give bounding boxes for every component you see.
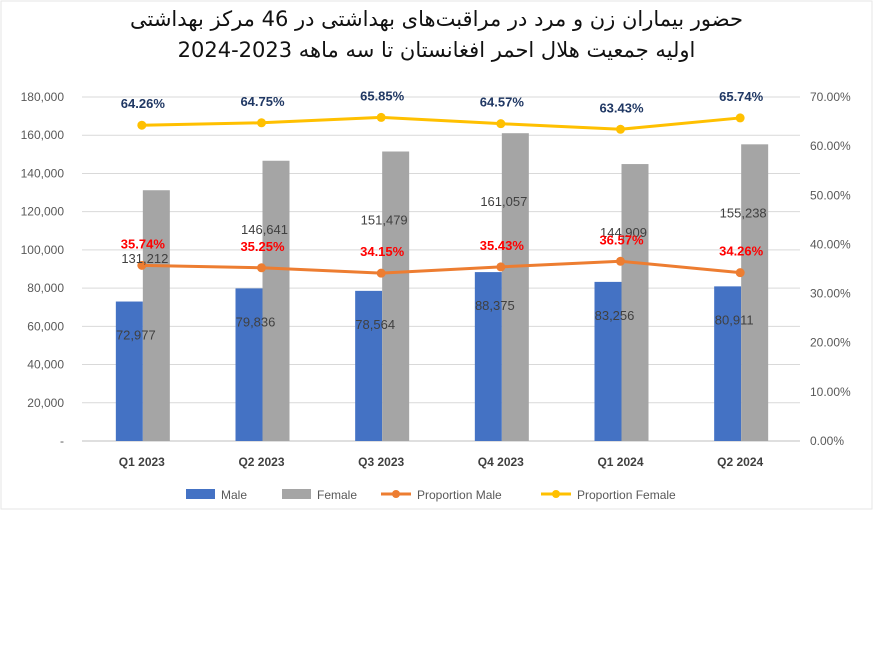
- left-axis-tick-label: 160,000: [21, 128, 65, 142]
- line-point: [257, 118, 266, 128]
- line-value-label: 35.74%: [121, 236, 166, 251]
- left-axis-tick-label: 40,000: [27, 358, 64, 372]
- bar-value-label: 78,564: [355, 317, 395, 332]
- grid-lines: [82, 96, 800, 442]
- right-axis-tick-label: 0.00%: [810, 434, 844, 448]
- bar-male: [474, 272, 502, 441]
- right-axis-tick-label: 40.00%: [810, 237, 851, 251]
- line-value-label: 35.43%: [480, 238, 525, 253]
- line-point: [735, 113, 745, 123]
- right-axis-tick-label: 20.00%: [810, 336, 851, 350]
- x-axis: Q1 2023 Q2 2023 Q3 2023 Q4 2023 Q1 2024 Q2 20…: [119, 455, 764, 469]
- line-point: [496, 262, 506, 272]
- legend-marker: [392, 490, 400, 498]
- right-axis-tick-label: 70.00%: [810, 90, 851, 104]
- line-point: [376, 112, 386, 122]
- bar-female: [262, 160, 290, 442]
- bar-value-label: 155,238: [720, 205, 767, 220]
- chart-subtitle: اولیه جمعیت هلال احمر افغانستان تا سه ما…: [177, 38, 696, 62]
- line-value-label: 35.25%: [240, 239, 285, 254]
- bar-male: [594, 281, 622, 441]
- bar-female: [621, 164, 649, 441]
- bar-value-label: 151,479: [361, 213, 408, 228]
- bar-value-label: 88,375: [475, 298, 515, 313]
- bar-value-label: 131,212: [121, 251, 168, 266]
- right-axis-tick-label: 10.00%: [810, 385, 851, 399]
- bar-value-label: 79,836: [236, 314, 276, 329]
- bar-male: [115, 301, 143, 441]
- line-value-label: 65.85%: [360, 88, 405, 103]
- line-point: [137, 260, 147, 270]
- line-point: [616, 124, 625, 134]
- line-value-label: 63.43%: [599, 100, 644, 115]
- right-axis-tick-label: 50.00%: [810, 188, 851, 202]
- left-axis-tick-label: 60,000: [27, 319, 64, 333]
- bar-value-label: 161,057: [480, 194, 527, 209]
- bar-value-label: 72,977: [116, 328, 156, 343]
- bar-value-label: 144,909: [600, 225, 647, 240]
- data-labels: 72,977 79,836 78,564 88,375 83,256 80,911 131,…: [116, 88, 767, 342]
- bars: [115, 133, 769, 442]
- left-axis-tick-label: 100,000: [21, 243, 65, 257]
- legend-swatch: [186, 489, 215, 499]
- line-value-label: 65.74%: [719, 89, 764, 104]
- line-value-label: 64.75%: [240, 94, 285, 109]
- x-axis-tick-label: Q1 2024: [597, 455, 643, 469]
- left-axis-tick-label: 140,000: [21, 166, 65, 180]
- legend-marker: [552, 490, 560, 498]
- legend-label: Proportion Female: [577, 488, 676, 502]
- left-axis-tick-label: 20,000: [27, 396, 64, 410]
- legend-label: Male: [221, 488, 247, 502]
- x-axis-tick-label: Q3 2023: [358, 455, 404, 469]
- right-axis: 0.00% 10.00% 20.00% 30.00% 40.00% 50.00% 60.00…: [810, 90, 851, 448]
- left-axis-tick-label: 180,000: [21, 90, 65, 104]
- lines: [137, 112, 745, 278]
- line-value-label: 64.57%: [480, 95, 525, 110]
- legend: Male Female Proportion Male Proportion Fema…: [186, 488, 676, 502]
- bar-female: [382, 151, 410, 441]
- x-axis-tick-label: Q2 2023: [238, 455, 284, 469]
- bar-value-label: 80,911: [715, 312, 754, 327]
- legend-label: Proportion Male: [417, 488, 502, 502]
- bar-value-label: 146,641: [241, 222, 288, 237]
- chart-title-block: حضور بیماران زن و مرد در مراقبت‌های بهدا…: [0, 4, 873, 66]
- line-point: [616, 256, 625, 266]
- line-value-label: 36.57%: [599, 232, 644, 247]
- bar-female: [142, 190, 170, 441]
- right-axis-tick-label: 60.00%: [810, 139, 851, 153]
- line-point: [376, 268, 386, 278]
- line-point: [257, 263, 266, 273]
- line-point: [137, 120, 147, 130]
- bar-male: [355, 290, 383, 441]
- right-axis-tick-label: 30.00%: [810, 287, 851, 301]
- x-axis-tick-label: Q1 2023: [119, 455, 165, 469]
- line-proportion-female: [141, 115, 741, 131]
- bar-value-label: 83,256: [595, 308, 635, 323]
- legend-label: Female: [317, 488, 357, 502]
- left-axis: - 20,000 40,000 60,000 80,000 100,000 120,000 1…: [21, 90, 65, 448]
- bar-male: [235, 288, 263, 441]
- line-proportion-male: [141, 259, 741, 275]
- line-point: [496, 119, 506, 129]
- line-point: [735, 268, 745, 278]
- left-axis-tick-label: 120,000: [21, 205, 65, 219]
- left-axis-tick-label: -: [60, 434, 64, 448]
- bar-male: [714, 286, 742, 441]
- x-axis-tick-label: Q4 2023: [478, 455, 524, 469]
- bar-female: [501, 133, 529, 441]
- x-axis-tick-label: Q2 2024: [717, 455, 763, 469]
- line-value-label: 64.26%: [121, 96, 166, 111]
- bar-female: [741, 144, 769, 441]
- legend-swatch: [282, 489, 311, 499]
- left-axis-tick-label: 80,000: [27, 281, 64, 295]
- chart-frame: [0, 0, 873, 510]
- chart-title: حضور بیماران زن و مرد در مراقبت‌های بهدا…: [130, 7, 743, 31]
- line-value-label: 34.26%: [719, 244, 764, 259]
- line-value-label: 34.15%: [360, 244, 405, 259]
